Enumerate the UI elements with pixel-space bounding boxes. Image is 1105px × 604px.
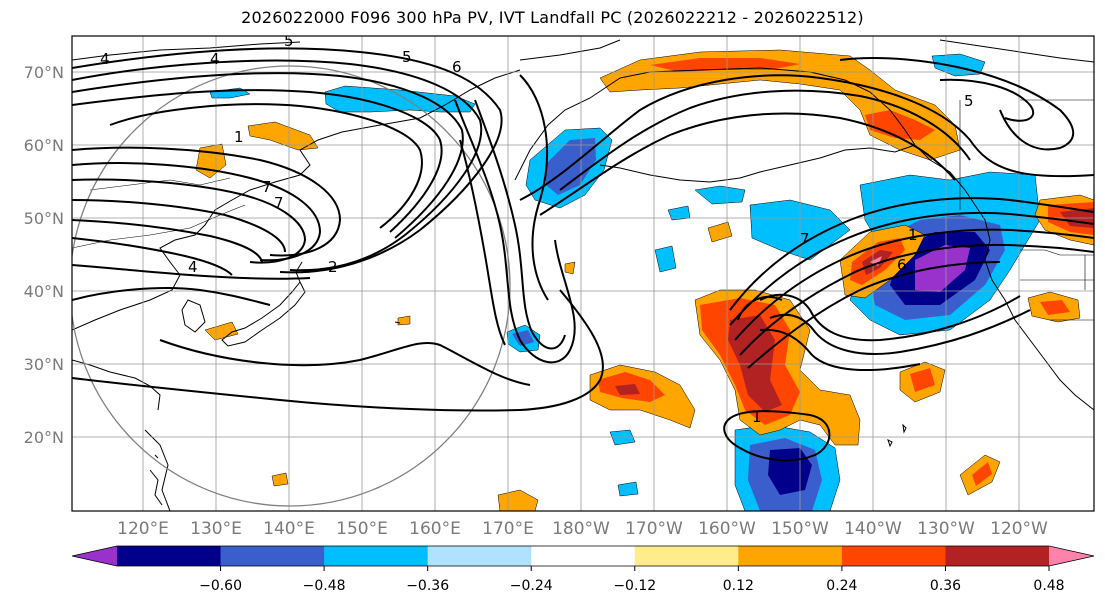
colorbar-segments xyxy=(117,546,1050,566)
map-frame xyxy=(71,35,1095,512)
lon-label: 130°E xyxy=(190,519,242,539)
colorbar-tick-label: −0.12 xyxy=(613,578,656,594)
contour-label: 4 xyxy=(100,50,110,68)
colorbar-outline xyxy=(71,545,1095,567)
lat-label: 70°N xyxy=(24,63,64,82)
contour-label: 4 xyxy=(188,258,198,276)
colorbar-tick-label: −0.36 xyxy=(406,578,449,594)
lon-label: 170°E xyxy=(482,519,534,539)
contour-label: 2 xyxy=(328,258,338,276)
colorbar-min-extension xyxy=(72,546,117,566)
contour-label: 5 xyxy=(284,32,294,50)
contour-label: 6 xyxy=(452,58,462,76)
colorbar-segment xyxy=(324,546,429,566)
lon-label: 150°E xyxy=(336,519,388,539)
colorbar-segment xyxy=(841,546,946,566)
lon-label: 170°W xyxy=(625,519,683,539)
contour-label: 7 xyxy=(262,178,272,196)
contour-label: 7 xyxy=(274,194,284,212)
contour-label: 5 xyxy=(402,48,412,66)
colorbar-ticks: −0.60 −0.48 −0.36 −0.24 −0.12 0.12 0.24 0.36 0.4… xyxy=(199,566,1065,594)
colorbar-tick-label: 0.24 xyxy=(826,578,857,594)
contour-label: 6 xyxy=(897,256,907,274)
coastlines xyxy=(72,39,1094,511)
pv-contours xyxy=(72,47,1094,462)
contour-label: 1 xyxy=(908,226,918,244)
colorbar-segment xyxy=(738,546,843,566)
colorbar: −0.60 −0.48 −0.36 −0.24 −0.12 0.12 0.24 0.36 0.4… xyxy=(71,545,1095,594)
colorbar-segment xyxy=(945,546,1050,566)
lon-label: 140°E xyxy=(263,519,315,539)
lon-label: 140°W xyxy=(844,519,902,539)
colorbar-segment xyxy=(427,546,532,566)
contour-label: 1 xyxy=(752,408,762,426)
lat-label: 20°N xyxy=(24,428,64,447)
lat-label: 40°N xyxy=(24,282,64,301)
contour-label: 1 xyxy=(234,128,244,146)
colorbar-tick-label: 0.12 xyxy=(723,578,754,594)
lat-label: 50°N xyxy=(24,209,64,228)
colorbar-segment xyxy=(531,546,636,566)
lat-label: 30°N xyxy=(24,355,64,374)
lon-label: 130°W xyxy=(917,519,975,539)
colorbar-tick-label: −0.48 xyxy=(303,578,346,594)
longitude-labels: 120°E 130°E 140°E 150°E 160°E 170°E 180°… xyxy=(117,519,1048,539)
latitude-labels: 70°N 60°N 50°N 40°N 30°N 20°N xyxy=(24,63,64,447)
colorbar-tick-label: −0.24 xyxy=(510,578,553,594)
colorbar-max-extension xyxy=(1049,546,1094,566)
colorbar-segment xyxy=(220,546,325,566)
contour-label: 4 xyxy=(210,50,220,68)
map-content: 4 4 5 5 6 1 7 4 2 7 6 5 1 1 7 xyxy=(72,32,1094,511)
colorbar-tick-label: 0.48 xyxy=(1033,578,1064,594)
lon-label: 160°E xyxy=(409,519,461,539)
lon-label: 180°W xyxy=(552,519,610,539)
figure-title: 2026022000 F096 300 hPa PV, IVT Landfall… xyxy=(241,8,864,27)
region-circle xyxy=(72,65,511,507)
colorbar-segment xyxy=(117,546,222,566)
lat-label: 60°N xyxy=(24,136,64,155)
contour-label: 7 xyxy=(800,230,810,248)
lon-label: 160°W xyxy=(698,519,756,539)
contour-labels: 4 4 5 5 6 1 7 4 2 7 6 5 1 1 7 xyxy=(100,32,974,426)
lon-label: 120°E xyxy=(117,519,169,539)
borders xyxy=(72,99,1094,321)
colorbar-tick-label: −0.60 xyxy=(199,578,242,594)
lon-label: 150°W xyxy=(771,519,829,539)
colorbar-tick-label: 0.36 xyxy=(930,578,961,594)
contour-label: 5 xyxy=(964,92,974,110)
lon-label: 120°W xyxy=(990,519,1048,539)
colorbar-segment xyxy=(634,546,739,566)
